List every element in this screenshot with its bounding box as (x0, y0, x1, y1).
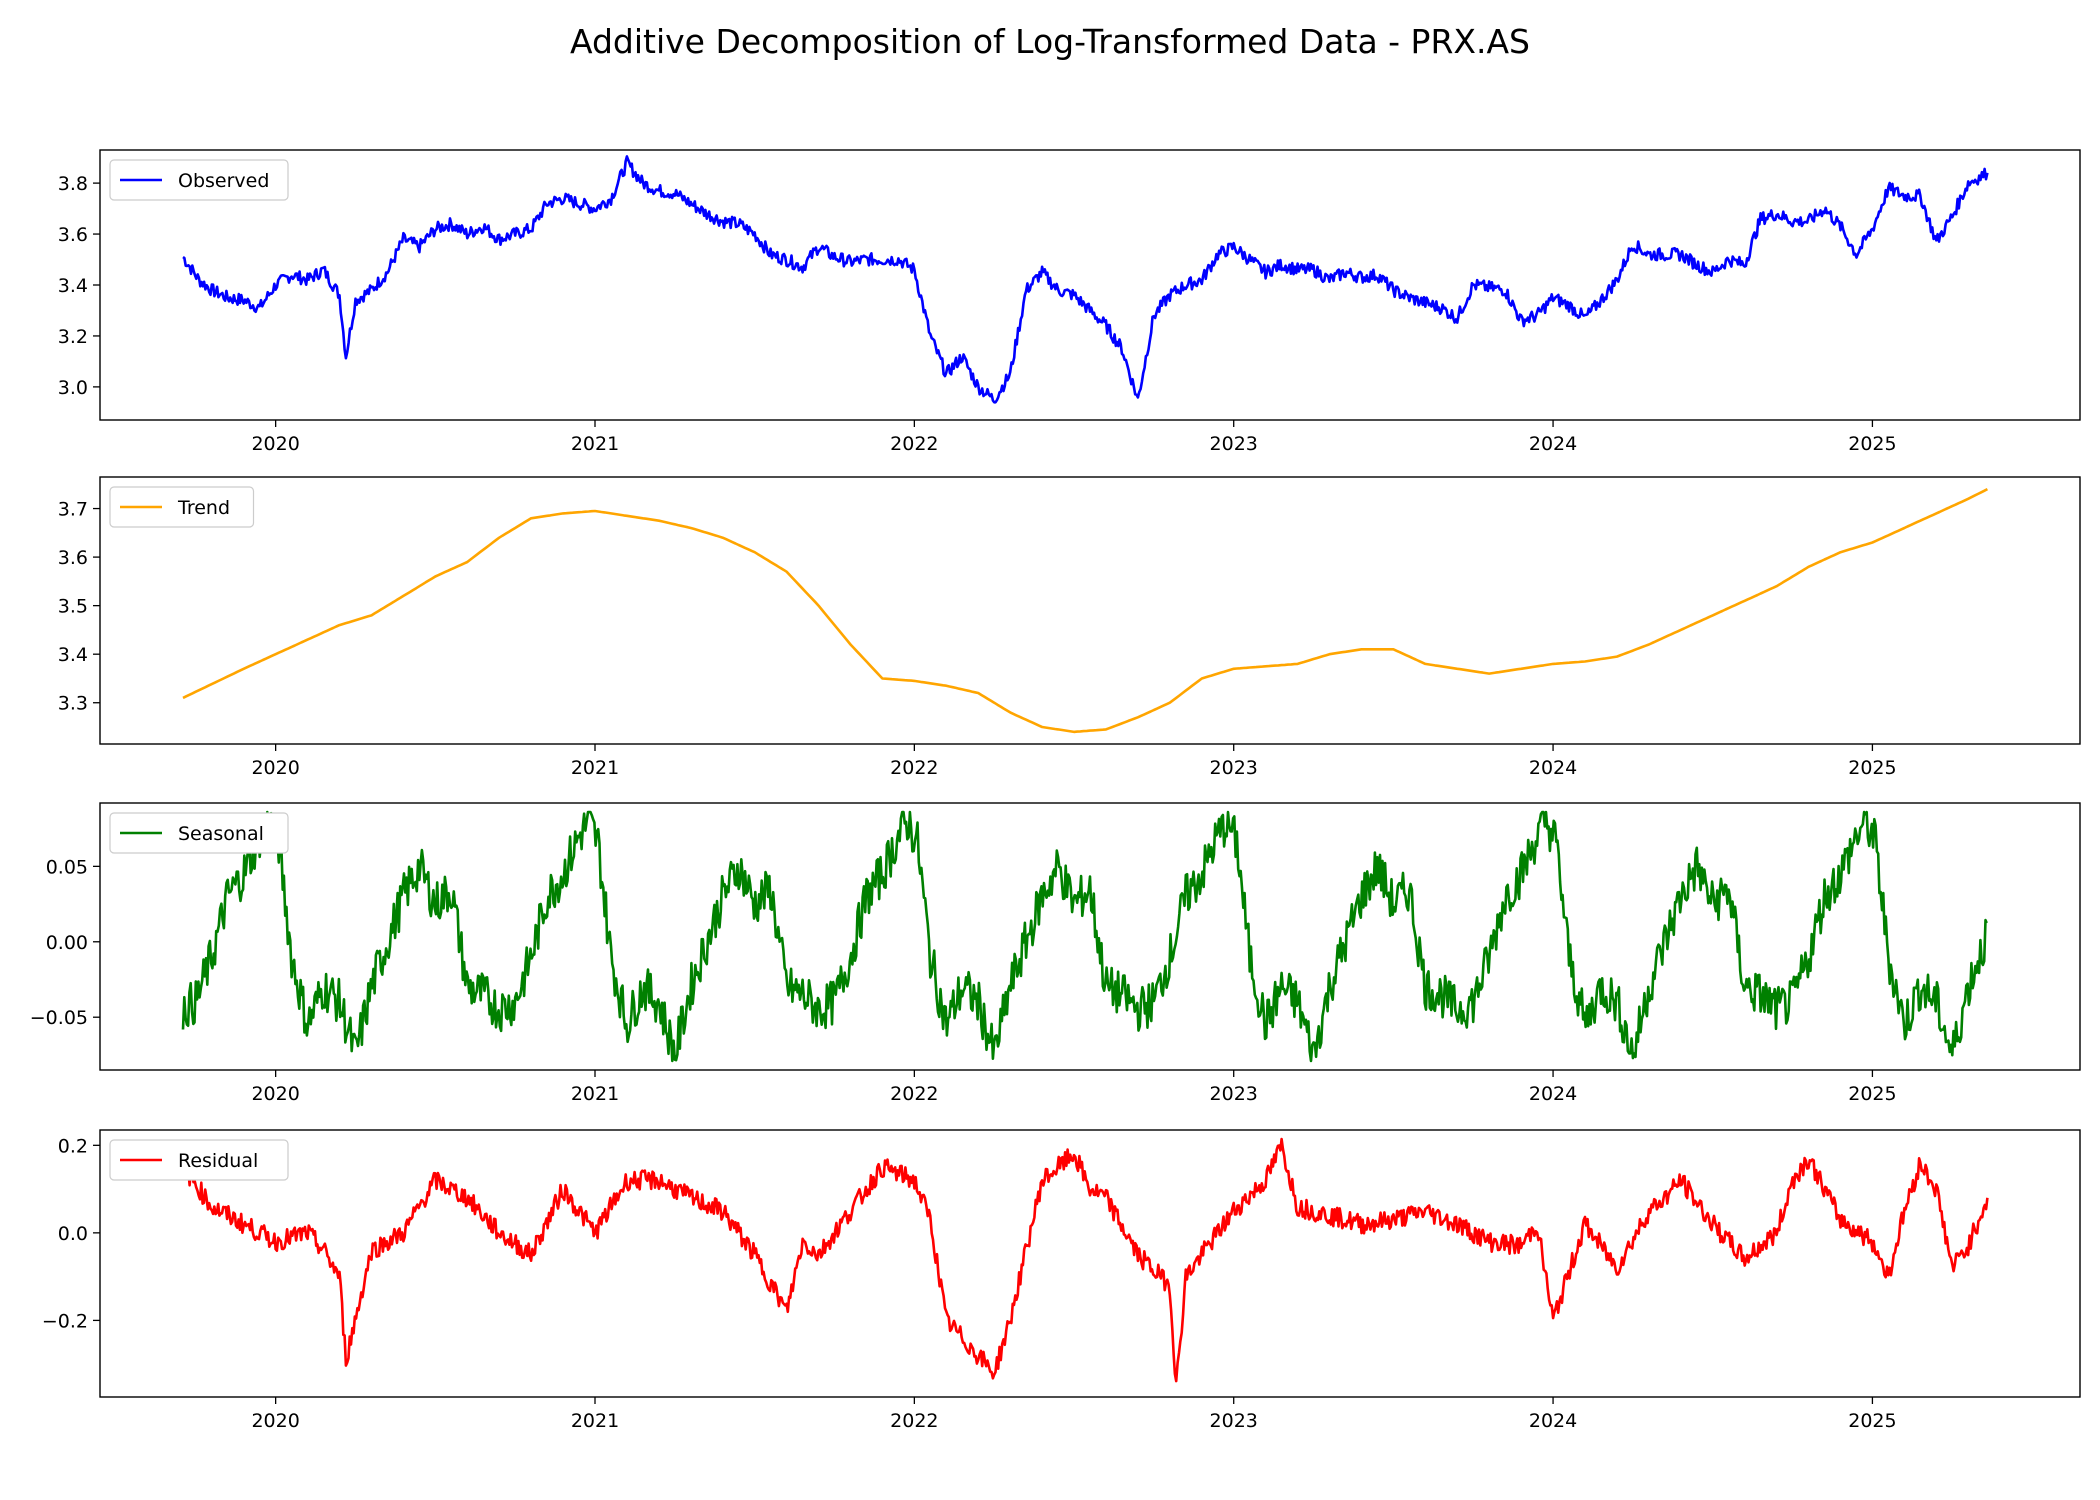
legend-box (109, 486, 255, 528)
x-tick-label: 2022 (890, 1083, 938, 1105)
legend: Seasonal (109, 812, 289, 854)
y-tick-label: 0.00 (46, 932, 88, 954)
x-tick-label: 2020 (251, 757, 299, 779)
x-tick-label: 2024 (1529, 433, 1577, 455)
legend: Residual (109, 1139, 289, 1181)
y-tick-label: −0.2 (42, 1310, 88, 1332)
legend-label: Observed (178, 170, 269, 192)
subplot-observed: 2020 2021 2022 2023 2024 2025 3.0 3.2 3.4 3.6 3.8 O… (58, 149, 2081, 455)
y-tick-label: 3.6 (58, 224, 88, 246)
axes-frame (99, 476, 2081, 745)
legend-label: Trend (177, 497, 230, 519)
figure-title: Additive Decomposition of Log-Transforme… (569, 22, 1530, 61)
x-tick-label: 2022 (890, 1410, 938, 1432)
observed-series-line (182, 155, 1989, 404)
y-tick-label: 0.0 (58, 1223, 88, 1245)
legend-box (109, 159, 289, 201)
y-tick-label: 0.2 (58, 1135, 88, 1157)
x-tick-label: 2020 (251, 1083, 299, 1105)
x-tick-label: 2021 (571, 1083, 619, 1105)
axes-frame (99, 802, 2081, 1071)
x-tick-label: 2023 (1210, 433, 1258, 455)
subplot-trend: 2020 2021 2022 2023 2024 2025 3.3 3.4 3.5 3.6 3.7 T… (58, 476, 2081, 779)
x-tick-label: 2024 (1529, 1083, 1577, 1105)
axes-frame (99, 1129, 2081, 1398)
y-tick-label: 3.4 (58, 644, 88, 666)
x-tick-label: 2024 (1529, 1410, 1577, 1432)
x-tick-label: 2025 (1848, 757, 1896, 779)
y-tick-label: 3.8 (58, 173, 88, 195)
x-tick-label: 2025 (1848, 1410, 1896, 1432)
x-tick-label: 2025 (1848, 1083, 1896, 1105)
x-tick-label: 2020 (251, 1410, 299, 1432)
y-tick-label: 3.4 (58, 275, 88, 297)
axes-frame (99, 149, 2081, 421)
seasonal-series-line (181, 810, 1988, 1063)
legend-box (109, 1139, 289, 1181)
y-tick-label: 3.3 (58, 693, 88, 715)
x-tick-label: 2020 (251, 433, 299, 455)
x-tick-label: 2021 (571, 757, 619, 779)
x-tick-label: 2025 (1848, 433, 1896, 455)
residual-series-line (181, 1137, 1989, 1383)
trend-series-line (182, 487, 1989, 734)
subplot-seasonal: 2020 2021 2022 2023 2024 2025 0.05 0.00 −0.05 Sea… (30, 802, 2081, 1105)
legend: Trend (109, 486, 255, 528)
legend: Observed (109, 159, 289, 201)
x-tick-label: 2022 (890, 757, 938, 779)
x-tick-label: 2023 (1210, 1410, 1258, 1432)
x-tick-label: 2021 (571, 433, 619, 455)
y-tick-label: 3.0 (58, 377, 88, 399)
y-tick-label: 3.5 (58, 596, 88, 618)
y-tick-label: 3.6 (58, 547, 88, 569)
y-tick-label: 3.7 (58, 499, 88, 521)
y-tick-label: 3.2 (58, 326, 88, 348)
x-tick-label: 2023 (1210, 757, 1258, 779)
subplot-residual: 2020 2021 2022 2023 2024 2025 0.2 0.0 −0.2 Residu… (42, 1129, 2081, 1432)
legend-label: Seasonal (178, 823, 264, 845)
y-tick-label: −0.05 (30, 1007, 88, 1029)
x-tick-label: 2021 (571, 1410, 619, 1432)
x-tick-label: 2023 (1210, 1083, 1258, 1105)
legend-label: Residual (178, 1150, 258, 1172)
x-tick-label: 2022 (890, 433, 938, 455)
legend-box (109, 812, 289, 854)
y-tick-label: 0.05 (46, 856, 88, 878)
x-tick-label: 2024 (1529, 757, 1577, 779)
